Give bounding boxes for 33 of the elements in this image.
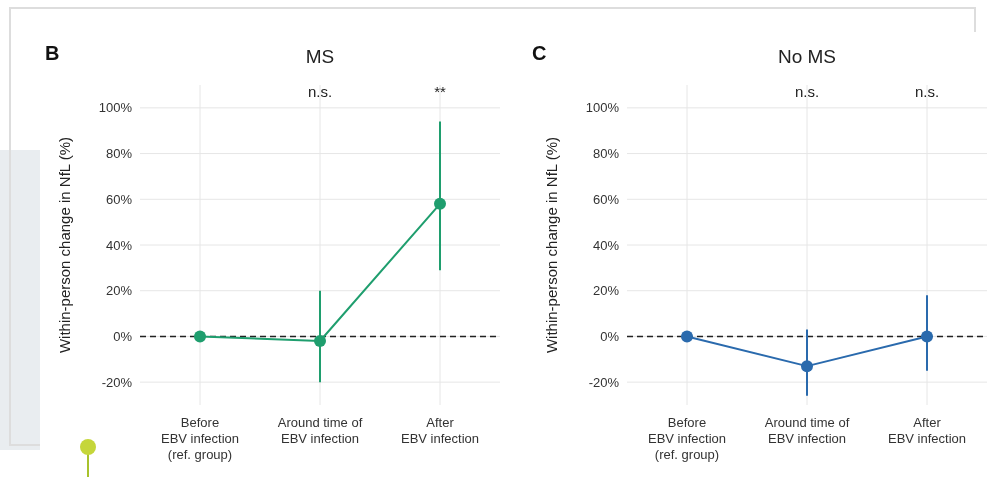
annotation: **	[434, 83, 446, 100]
x-tick-label: Around time of EBV infection	[764, 415, 850, 446]
y-tick-label: 20%	[105, 283, 133, 299]
x-tick-label: After EBV infection	[400, 415, 480, 446]
point	[194, 330, 206, 343]
y-axis-title: Within-person change in NfL (%)	[56, 136, 73, 354]
x-tick-label: Around time of EBV infection	[277, 415, 363, 446]
point	[434, 197, 446, 210]
y-tick-label: 20%	[592, 283, 620, 299]
y-tick-label: 100%	[585, 100, 620, 116]
x-tick-label: Before EBV infection (ref. group)	[647, 415, 727, 462]
y-tick-label: 40%	[105, 237, 133, 253]
y-tick-label: 0%	[113, 328, 133, 344]
y-tick-label: -20%	[101, 374, 133, 390]
y-tick-label: 100%	[98, 100, 133, 116]
chart-title: MS	[305, 46, 335, 67]
y-axis-title: Within-person change in NfL (%)	[543, 136, 560, 354]
text: C	[532, 42, 547, 64]
annotation: n.s.	[794, 83, 820, 100]
y-tick-label: 80%	[592, 146, 620, 162]
y-tick-label: 80%	[105, 146, 133, 162]
y-tick-label: 40%	[592, 237, 620, 253]
chart-title: No MS	[777, 46, 837, 67]
x-tick-label: After EBV infection	[887, 415, 967, 446]
point	[314, 335, 326, 347]
y-tick-label: 60%	[105, 191, 133, 207]
annotation: n.s.	[307, 83, 333, 100]
y-tick-label: 60%	[592, 191, 620, 207]
x-tick-label: Before EBV infection (ref. group)	[160, 415, 240, 462]
annotation: n.s.	[914, 83, 940, 100]
text: B	[45, 42, 60, 64]
y-tick-label: 0%	[600, 328, 620, 344]
y-tick-label: -20%	[588, 374, 620, 390]
